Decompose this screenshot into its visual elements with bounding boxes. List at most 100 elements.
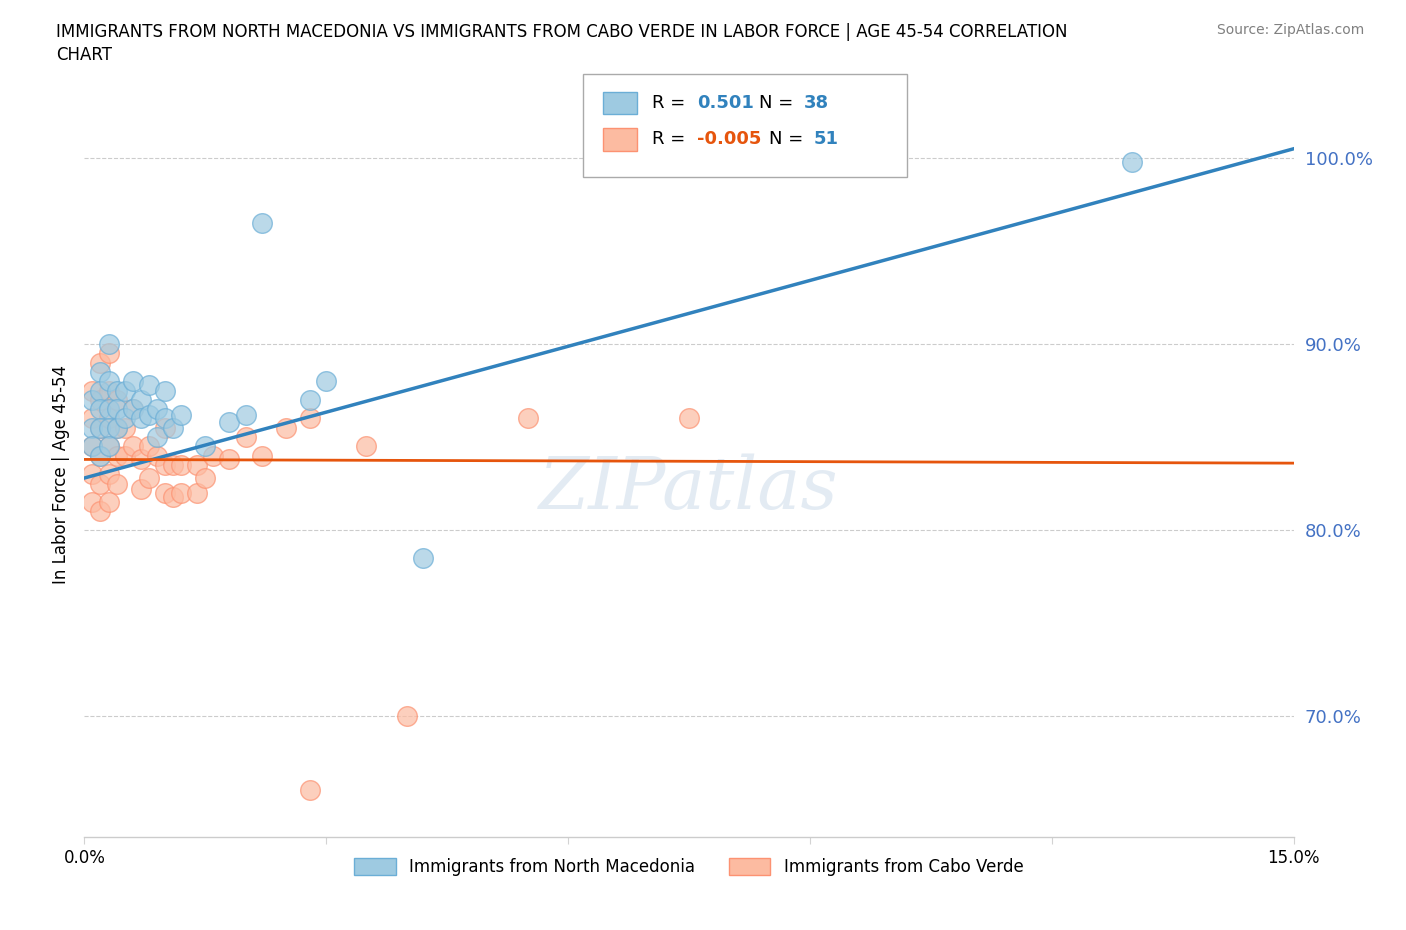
Text: ZIPatlas: ZIPatlas — [538, 454, 839, 525]
Text: N =: N = — [769, 130, 808, 149]
Point — [97, 402, 120, 417]
Point — [153, 383, 176, 398]
Point — [153, 411, 176, 426]
Point — [121, 402, 143, 417]
Point — [129, 482, 152, 497]
Point — [138, 471, 160, 485]
Point — [89, 448, 111, 463]
Point — [274, 420, 297, 435]
Point — [146, 430, 169, 445]
Point — [105, 476, 128, 491]
Point — [97, 374, 120, 389]
Point — [121, 402, 143, 417]
Point — [299, 411, 322, 426]
Point — [162, 489, 184, 504]
Point — [114, 411, 136, 426]
Point — [170, 407, 193, 422]
Point — [129, 452, 152, 467]
Text: 51: 51 — [814, 130, 839, 149]
Point — [89, 448, 111, 463]
Point — [678, 411, 700, 426]
Y-axis label: In Labor Force | Age 45-54: In Labor Force | Age 45-54 — [52, 365, 70, 584]
Point — [97, 346, 120, 361]
Text: N =: N = — [759, 94, 799, 113]
Point — [105, 448, 128, 463]
Point — [202, 448, 225, 463]
Point — [162, 458, 184, 472]
Point — [170, 458, 193, 472]
Point — [129, 392, 152, 407]
Point — [97, 420, 120, 435]
Text: IMMIGRANTS FROM NORTH MACEDONIA VS IMMIGRANTS FROM CABO VERDE IN LABOR FORCE | A: IMMIGRANTS FROM NORTH MACEDONIA VS IMMIG… — [56, 23, 1067, 41]
Point — [105, 420, 128, 435]
Text: 0.501: 0.501 — [697, 94, 754, 113]
Point — [235, 407, 257, 422]
Point — [82, 420, 104, 435]
Point — [105, 402, 128, 417]
Text: R =: R = — [652, 130, 692, 149]
Point — [82, 467, 104, 482]
Point — [97, 495, 120, 510]
Point — [138, 439, 160, 454]
Point — [138, 378, 160, 392]
Point — [97, 337, 120, 352]
Point — [97, 383, 120, 398]
Point — [356, 439, 378, 454]
Point — [105, 420, 128, 435]
Point — [146, 402, 169, 417]
Point — [412, 551, 434, 565]
Point — [89, 476, 111, 491]
Point — [105, 383, 128, 398]
Point — [121, 374, 143, 389]
Point — [105, 392, 128, 407]
Text: -0.005: -0.005 — [697, 130, 762, 149]
Text: Source: ZipAtlas.com: Source: ZipAtlas.com — [1216, 23, 1364, 37]
Point — [82, 392, 104, 407]
Point — [114, 448, 136, 463]
Point — [114, 420, 136, 435]
Point — [89, 402, 111, 417]
Point — [218, 452, 240, 467]
Point — [186, 458, 208, 472]
Point — [153, 485, 176, 500]
Point — [97, 411, 120, 426]
Point — [194, 471, 217, 485]
Point — [138, 407, 160, 422]
Point — [170, 485, 193, 500]
Point — [89, 392, 111, 407]
Point — [250, 216, 273, 231]
Point — [153, 420, 176, 435]
Point — [129, 411, 152, 426]
Point — [89, 355, 111, 370]
Point — [395, 709, 418, 724]
Point — [97, 439, 120, 454]
Point — [146, 448, 169, 463]
Point — [82, 495, 104, 510]
Point — [89, 504, 111, 519]
Point — [114, 383, 136, 398]
Point — [299, 783, 322, 798]
Point — [153, 458, 176, 472]
Point — [299, 392, 322, 407]
Point — [516, 411, 538, 426]
Point — [82, 439, 104, 454]
Point — [89, 420, 111, 435]
Point — [162, 420, 184, 435]
Point — [186, 485, 208, 500]
Point — [97, 439, 120, 454]
Point — [82, 383, 104, 398]
Point — [97, 467, 120, 482]
Point — [82, 411, 104, 426]
Point — [82, 439, 104, 454]
Point — [1121, 154, 1143, 169]
Text: CHART: CHART — [56, 46, 112, 64]
Point — [250, 448, 273, 463]
Point — [89, 383, 111, 398]
Point — [89, 365, 111, 379]
Legend: Immigrants from North Macedonia, Immigrants from Cabo Verde: Immigrants from North Macedonia, Immigra… — [347, 852, 1031, 883]
Point — [218, 415, 240, 430]
Text: R =: R = — [652, 94, 692, 113]
Point — [194, 439, 217, 454]
Point — [121, 439, 143, 454]
Point — [89, 420, 111, 435]
